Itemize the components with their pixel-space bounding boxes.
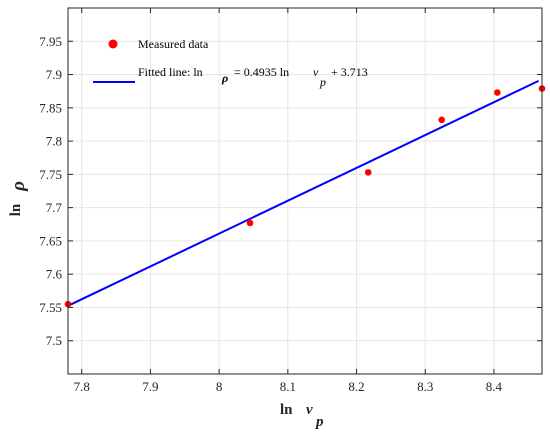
legend-label-fitted-prefix: Fitted line: ln [138, 65, 203, 79]
y-tick-label: 7.5 [46, 333, 62, 348]
y-tick-label: 7.65 [39, 233, 62, 248]
y-axis-label-symbol: ρ [8, 181, 29, 192]
y-tick-label: 7.85 [39, 100, 62, 115]
y-tick-label: 7.75 [39, 167, 62, 182]
x-tick-label: 8.3 [417, 379, 433, 394]
data-point [494, 89, 501, 96]
x-tick-label: 8.4 [486, 379, 503, 394]
y-tick-label: 7.8 [46, 134, 62, 149]
y-tick-label: 7.55 [39, 300, 62, 315]
y-tick-label: 7.9 [46, 67, 62, 82]
grid-lines [68, 8, 542, 374]
data-point [364, 169, 372, 176]
y-tick-label: 7.95 [39, 34, 62, 49]
y-axis-label-prefix: ln [8, 203, 24, 216]
legend-label-fitted-mid: = 0.4935 ln [234, 65, 289, 79]
fitted-line [67, 79, 539, 307]
data-point [246, 219, 254, 227]
x-axis-label-prefix: ln [280, 402, 293, 418]
x-tick-label: 7.9 [142, 379, 158, 394]
data-point [438, 116, 446, 124]
plot-frame [67, 7, 543, 375]
legend-label-fitted-sub: p [319, 75, 326, 89]
x-tick-label: 8 [216, 379, 223, 394]
legend-label-fitted-v: v [313, 65, 319, 79]
y-tick-label: 7.6 [46, 267, 63, 282]
legend: Measured data Fitted line: ln ρ = 0.4935… [93, 37, 368, 89]
x-axis-label-symbol: v [306, 402, 313, 418]
y-axis-label: ln ρ [8, 181, 29, 216]
x-tick-label: 8.2 [348, 379, 364, 394]
x-axis-label-subscript: p [314, 414, 324, 430]
legend-label-fitted-suffix: + 3.713 [331, 65, 368, 79]
x-tick-label: 7.8 [74, 379, 90, 394]
plot-area [68, 8, 542, 374]
legend-marker-measured [108, 39, 118, 49]
x-axis-ticks: 7.8 7.9 8 8.1 8.2 8.3 8.4 [74, 8, 503, 394]
legend-label-fitted-rho: ρ [221, 71, 228, 85]
legend-label-measured: Measured data [138, 37, 209, 51]
x-axis-label: ln v p [280, 402, 324, 430]
y-axis-ticks: 7.5 7.55 7.6 7.65 7.7 7.75 7.8 7.85 7.9 7.95 [39, 34, 542, 348]
y-tick-label: 7.7 [46, 200, 63, 215]
x-tick-label: 8.1 [280, 379, 296, 394]
